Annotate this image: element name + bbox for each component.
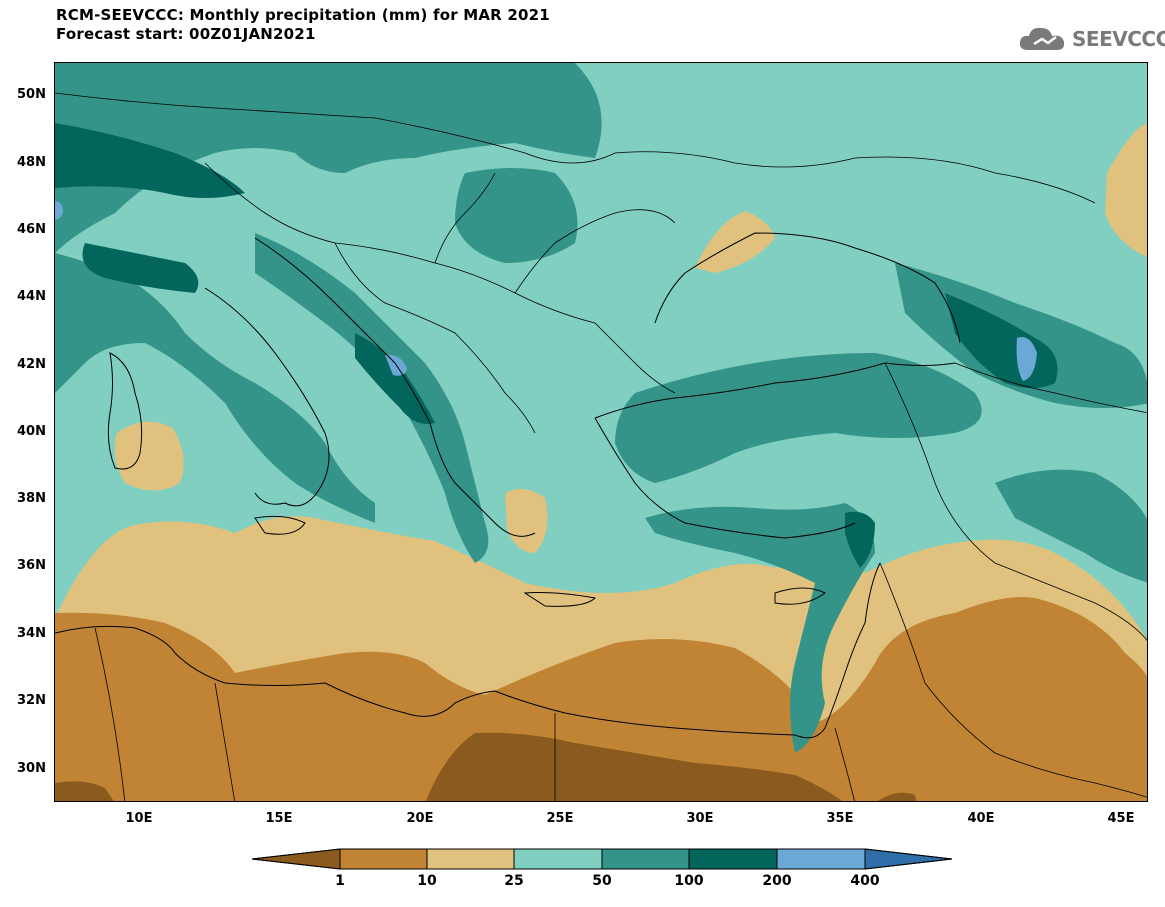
colorbar bbox=[252, 848, 953, 870]
lat-label: 32N bbox=[17, 693, 46, 708]
lat-label: 36N bbox=[17, 558, 46, 573]
border-north bbox=[55, 92, 1096, 204]
region-50-100-levant bbox=[645, 503, 875, 753]
colorbar-tick-label: 200 bbox=[762, 873, 792, 889]
north-africa-coast bbox=[55, 562, 881, 739]
colorbar-tick-label: 1 bbox=[335, 873, 345, 889]
region-10-25-crimea bbox=[695, 211, 775, 273]
border-central bbox=[204, 162, 676, 394]
lon-label: 45E bbox=[1107, 811, 1135, 826]
region-50-100-alps bbox=[55, 63, 602, 253]
colorbar-tick-label: 25 bbox=[504, 873, 524, 889]
lon-label: 20E bbox=[406, 811, 434, 826]
border-turkey-syria bbox=[884, 362, 1147, 642]
coastlines bbox=[55, 232, 961, 739]
lon-label: 10E bbox=[125, 811, 153, 826]
colorbar-tick-label: 100 bbox=[674, 873, 704, 889]
region-10-25-sardinia bbox=[114, 421, 184, 491]
region-10-25-greece bbox=[505, 489, 548, 553]
colorbar-tick-label: 50 bbox=[592, 873, 612, 889]
region-200-400-caucasus bbox=[1016, 337, 1037, 381]
cyprus bbox=[774, 587, 826, 605]
region-10-25-east bbox=[1105, 123, 1147, 258]
region-below-1-central bbox=[425, 732, 843, 801]
lat-label: 44N bbox=[17, 289, 46, 304]
colorbar-swatch-1 bbox=[339, 848, 428, 870]
border-arabia bbox=[879, 562, 1147, 798]
lat-label: 34N bbox=[17, 626, 46, 641]
region-50-100-anatolia-north bbox=[615, 353, 982, 483]
black-sea-north-coast bbox=[654, 232, 961, 344]
lat-label: 42N bbox=[17, 357, 46, 372]
lat-label: 30N bbox=[17, 761, 46, 776]
crete bbox=[523, 592, 597, 607]
region-below-1-east bbox=[877, 792, 917, 801]
lat-label: 50N bbox=[17, 87, 46, 102]
border-algeria-tunisia bbox=[94, 627, 126, 801]
precipitation-map bbox=[54, 62, 1148, 802]
region-100-200-north-italy bbox=[82, 243, 199, 293]
border-egypt-israel bbox=[834, 727, 855, 801]
lon-label: 30E bbox=[686, 811, 714, 826]
sardinia-corsica bbox=[107, 352, 143, 470]
lon-label: 35E bbox=[826, 811, 854, 826]
colorbar-swatch-2 bbox=[426, 848, 515, 870]
colorbar-swatch-6 bbox=[776, 848, 866, 870]
border-balkans bbox=[334, 242, 536, 434]
colorbar-tick-label: 10 bbox=[417, 873, 437, 889]
cloud-icon bbox=[1019, 27, 1065, 50]
title-line-2: Forecast start: 00Z01JAN2021 bbox=[56, 25, 316, 43]
adriatic-east-coast bbox=[254, 237, 536, 537]
region-100-200-lebanon bbox=[845, 511, 875, 568]
border-hungary bbox=[434, 172, 496, 264]
region-50-100-italy bbox=[55, 253, 375, 523]
region-50-100-east-turkey bbox=[995, 469, 1147, 583]
region-below-1-west bbox=[55, 781, 114, 801]
logo-text: SEEVCCC bbox=[1072, 27, 1165, 51]
border-romania bbox=[514, 209, 676, 294]
colorbar-swatch-5 bbox=[688, 848, 778, 870]
region-50-100-carpathians bbox=[455, 168, 578, 263]
lon-label: 40E bbox=[967, 811, 995, 826]
sicily bbox=[254, 515, 306, 535]
country-borders bbox=[55, 92, 1147, 801]
colorbar-swatch-4 bbox=[601, 848, 690, 870]
region-200-400-alps bbox=[55, 201, 63, 220]
border-tunisia-libya bbox=[214, 682, 236, 801]
colorbar-swatch-3 bbox=[513, 848, 603, 870]
colorbar-tick-label: 400 bbox=[850, 873, 880, 889]
italy-coast bbox=[204, 287, 330, 507]
region-100-200-alps bbox=[55, 123, 245, 198]
map-title: RCM-SEEVCCC: Monthly precipitation (mm) … bbox=[56, 6, 550, 44]
anatolia-south-coast bbox=[594, 417, 856, 539]
border-caucasus bbox=[954, 362, 1147, 414]
map-canvas bbox=[55, 63, 1147, 801]
region-50-100-balkans bbox=[255, 233, 489, 563]
region-1-10 bbox=[55, 597, 1147, 801]
lon-label: 25E bbox=[546, 811, 574, 826]
lon-label: 15E bbox=[265, 811, 293, 826]
colorbar-swatch-0 bbox=[252, 848, 341, 870]
colorbar-outline bbox=[252, 848, 953, 870]
colorbar-swatch-7 bbox=[864, 848, 953, 870]
seevccc-logo: SEEVCCC bbox=[1018, 22, 1165, 56]
lat-label: 38N bbox=[17, 491, 46, 506]
region-100-200-dinaric bbox=[355, 333, 435, 424]
title-line-1: RCM-SEEVCCC: Monthly precipitation (mm) … bbox=[56, 6, 550, 24]
lat-label: 40N bbox=[17, 424, 46, 439]
lat-label: 46N bbox=[17, 222, 46, 237]
black-sea-south-coast bbox=[594, 362, 956, 419]
lat-label: 48N bbox=[17, 155, 46, 170]
